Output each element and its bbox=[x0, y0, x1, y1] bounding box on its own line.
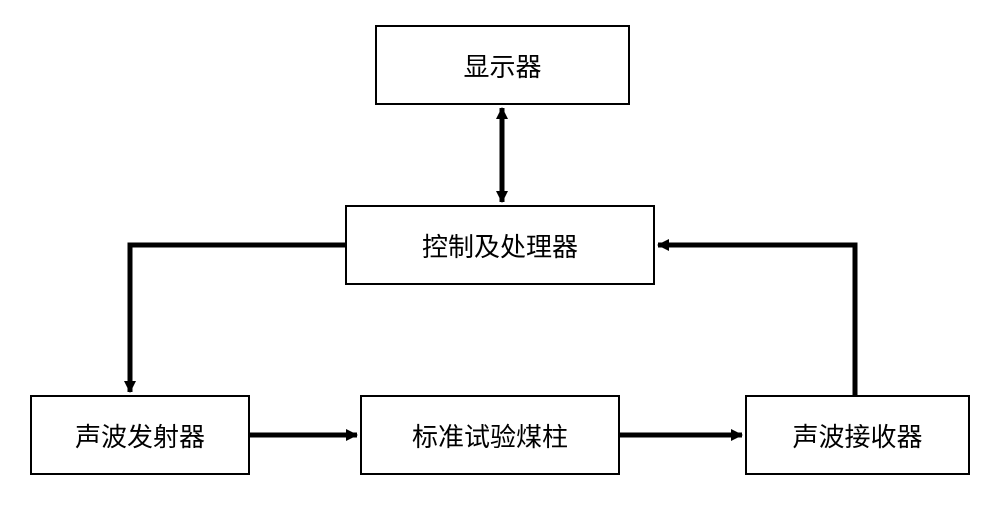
node-receiver: 声波接收器 bbox=[745, 395, 970, 475]
node-display-label: 显示器 bbox=[463, 47, 541, 84]
node-pillar-label: 标准试验煤柱 bbox=[412, 417, 568, 454]
node-receiver-label: 声波接收器 bbox=[792, 417, 922, 454]
node-controller: 控制及处理器 bbox=[345, 205, 655, 285]
edge-controller-emitter bbox=[130, 245, 345, 392]
node-emitter-label: 声波发射器 bbox=[75, 417, 205, 454]
node-controller-label: 控制及处理器 bbox=[422, 227, 578, 264]
node-emitter: 声波发射器 bbox=[30, 395, 250, 475]
node-pillar: 标准试验煤柱 bbox=[360, 395, 620, 475]
node-display: 显示器 bbox=[375, 25, 630, 105]
edge-receiver-controller bbox=[658, 245, 855, 395]
diagram-canvas: 显示器 控制及处理器 声波发射器 标准试验煤柱 声波接收器 bbox=[0, 0, 1000, 527]
